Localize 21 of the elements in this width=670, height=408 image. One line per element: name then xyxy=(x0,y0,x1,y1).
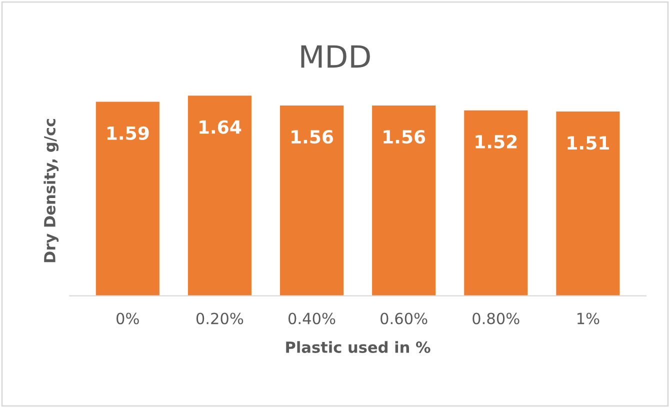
data-label: 1.59 xyxy=(107,126,149,140)
data-label: 1.56 xyxy=(384,130,426,144)
bar xyxy=(556,112,620,296)
x-tick-label: 1% xyxy=(577,312,600,324)
y-axis-title: Dry Density, g/cc xyxy=(44,118,59,262)
data-label: 1.52 xyxy=(476,134,517,148)
bar xyxy=(464,110,528,296)
data-label: 1.51 xyxy=(568,136,609,150)
x-tick-label: 0.20% xyxy=(196,312,244,324)
data-label: 1.64 xyxy=(199,120,242,134)
bar xyxy=(188,96,252,296)
chart-title: MDD xyxy=(301,45,370,68)
x-tick-label: 0.60% xyxy=(380,312,428,324)
x-tick-label: 0.80% xyxy=(472,312,520,324)
data-label: 1.56 xyxy=(292,130,334,144)
bar xyxy=(96,102,160,296)
x-tick-label: 0% xyxy=(116,312,139,324)
x-axis-title: Plastic used in % xyxy=(286,341,430,353)
bar xyxy=(372,105,436,296)
x-tick-label: 0.40% xyxy=(288,312,336,324)
bar xyxy=(280,105,344,296)
